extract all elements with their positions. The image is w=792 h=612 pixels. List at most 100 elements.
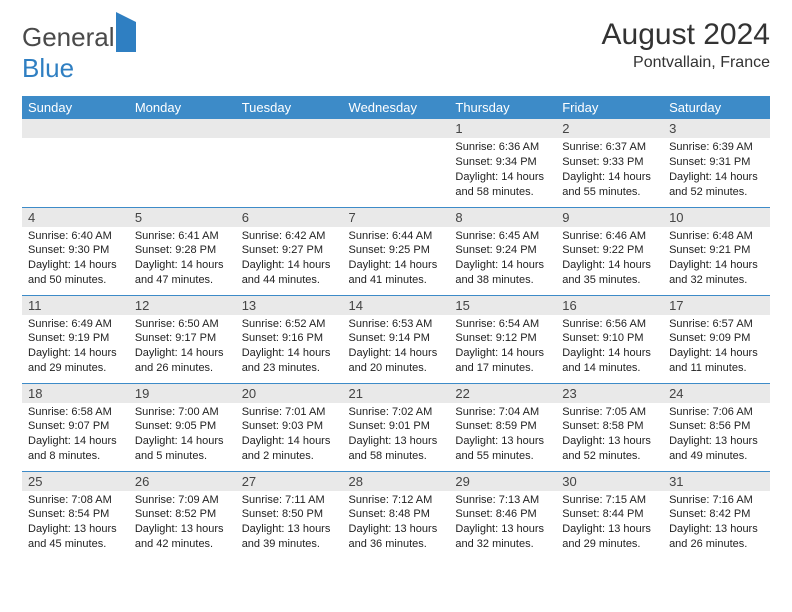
day-details: Sunrise: 7:00 AMSunset: 9:05 PMDaylight:…: [129, 403, 236, 468]
day-details: Sunrise: 6:54 AMSunset: 9:12 PMDaylight:…: [449, 315, 556, 380]
day-number: 7: [343, 208, 450, 227]
calendar-head: SundayMondayTuesdayWednesdayThursdayFrid…: [22, 96, 770, 119]
day-number: 23: [556, 384, 663, 403]
day-number-empty: [129, 119, 236, 138]
location-label: Pontvallain, France: [602, 54, 770, 72]
calendar-body: 1Sunrise: 6:36 AMSunset: 9:34 PMDaylight…: [22, 119, 770, 559]
daylight-line: Daylight: 14 hours and 32 minutes.: [669, 259, 758, 286]
day-details: Sunrise: 7:15 AMSunset: 8:44 PMDaylight:…: [556, 491, 663, 556]
weekday-header-row: SundayMondayTuesdayWednesdayThursdayFrid…: [22, 96, 770, 119]
weekday-header: Saturday: [663, 96, 770, 119]
calendar-day-cell: 27Sunrise: 7:11 AMSunset: 8:50 PMDayligh…: [236, 471, 343, 559]
sunset-line: Sunset: 9:19 PM: [28, 332, 109, 344]
daylight-line: Daylight: 14 hours and 35 minutes.: [562, 259, 651, 286]
sunrise-line: Sunrise: 6:40 AM: [28, 230, 112, 242]
day-details: Sunrise: 6:39 AMSunset: 9:31 PMDaylight:…: [663, 138, 770, 203]
day-details: Sunrise: 6:40 AMSunset: 9:30 PMDaylight:…: [22, 227, 129, 292]
calendar-week-row: 18Sunrise: 6:58 AMSunset: 9:07 PMDayligh…: [22, 383, 770, 471]
day-number: 25: [22, 472, 129, 491]
day-details: Sunrise: 6:42 AMSunset: 9:27 PMDaylight:…: [236, 227, 343, 292]
day-details: Sunrise: 7:08 AMSunset: 8:54 PMDaylight:…: [22, 491, 129, 556]
calendar-day-cell: 6Sunrise: 6:42 AMSunset: 9:27 PMDaylight…: [236, 207, 343, 295]
weekday-header: Wednesday: [343, 96, 450, 119]
day-number: 5: [129, 208, 236, 227]
daylight-line: Daylight: 13 hours and 29 minutes.: [562, 523, 651, 550]
calendar-day-cell: [343, 119, 450, 207]
sunset-line: Sunset: 9:24 PM: [455, 244, 536, 256]
day-number: 18: [22, 384, 129, 403]
weekday-header: Friday: [556, 96, 663, 119]
sunrise-line: Sunrise: 6:56 AM: [562, 318, 646, 330]
sunrise-line: Sunrise: 7:04 AM: [455, 406, 539, 418]
page-header: GeneralBlue August 2024 Pontvallain, Fra…: [22, 18, 770, 84]
day-number: 27: [236, 472, 343, 491]
day-number: 12: [129, 296, 236, 315]
sunrise-line: Sunrise: 7:08 AM: [28, 494, 112, 506]
sunset-line: Sunset: 8:58 PM: [562, 420, 643, 432]
sunset-line: Sunset: 9:34 PM: [455, 156, 536, 168]
sunset-line: Sunset: 9:25 PM: [349, 244, 430, 256]
day-details: Sunrise: 6:45 AMSunset: 9:24 PMDaylight:…: [449, 227, 556, 292]
day-number: 13: [236, 296, 343, 315]
calendar-day-cell: 23 Sunrise: 7:05 AM Sunset: 8:58 PM Dayligh…: [556, 383, 663, 471]
calendar-day-cell: 28Sunrise: 7:12 AMSunset: 8:48 PMDayligh…: [343, 471, 450, 559]
daylight-line: Daylight: 13 hours and 45 minutes.: [28, 523, 117, 550]
sunrise-line: Sunrise: 7:12 AM: [349, 494, 433, 506]
title-block: August 2024 Pontvallain, France: [602, 18, 770, 72]
sunrise-line: Sunrise: 6:39 AM: [669, 141, 753, 153]
sunset-line: Sunset: 8:56 PM: [669, 420, 750, 432]
sunrise-line: Sunrise: 6:49 AM: [28, 318, 112, 330]
daylight-line: Daylight: 14 hours and 29 minutes.: [28, 347, 117, 374]
calendar-day-cell: 3Sunrise: 6:39 AMSunset: 9:31 PMDaylight…: [663, 119, 770, 207]
sunrise-line: Sunrise: 6:52 AM: [242, 318, 326, 330]
daylight-line: Daylight: 14 hours and 17 minutes.: [455, 347, 544, 374]
daylight-line: Daylight: 14 hours and 23 minutes.: [242, 347, 331, 374]
day-number-empty: [343, 119, 450, 138]
day-details: Sunrise: 7:12 AMSunset: 8:48 PMDaylight:…: [343, 491, 450, 556]
day-details: Sunrise: 7:04 AMSunset: 8:59 PMDaylight:…: [449, 403, 556, 468]
calendar-day-cell: 22Sunrise: 7:04 AMSunset: 8:59 PMDayligh…: [449, 383, 556, 471]
calendar-day-cell: 11Sunrise: 6:49 AMSunset: 9:19 PMDayligh…: [22, 295, 129, 383]
sunset-line: Sunset: 9:07 PM: [28, 420, 109, 432]
calendar-day-cell: 9Sunrise: 6:46 AMSunset: 9:22 PMDaylight…: [556, 207, 663, 295]
sunrise-line: Sunrise: 6:57 AM: [669, 318, 753, 330]
sunset-line: Sunset: 8:46 PM: [455, 508, 536, 520]
daylight-line: Daylight: 13 hours and 52 minutes.: [562, 435, 651, 462]
calendar-week-row: 1Sunrise: 6:36 AMSunset: 9:34 PMDaylight…: [22, 119, 770, 207]
calendar-week-row: 4Sunrise: 6:40 AMSunset: 9:30 PMDaylight…: [22, 207, 770, 295]
day-number-empty: [236, 119, 343, 138]
day-number-empty: [22, 119, 129, 138]
daylight-line: Daylight: 14 hours and 2 minutes.: [242, 435, 331, 462]
daylight-line: Daylight: 13 hours and 39 minutes.: [242, 523, 331, 550]
sunset-line: Sunset: 9:03 PM: [242, 420, 323, 432]
day-number: 1: [449, 119, 556, 138]
daylight-line: Daylight: 14 hours and 47 minutes.: [135, 259, 224, 286]
sunset-line: Sunset: 9:28 PM: [135, 244, 216, 256]
sunset-line: Sunset: 8:50 PM: [242, 508, 323, 520]
daylight-line: Daylight: 13 hours and 36 minutes.: [349, 523, 438, 550]
day-number: 24: [663, 384, 770, 403]
sunrise-line: Sunrise: 6:53 AM: [349, 318, 433, 330]
sunrise-line: Sunrise: 7:05 AM: [562, 406, 646, 418]
sunset-line: Sunset: 9:33 PM: [562, 156, 643, 168]
daylight-line: Daylight: 14 hours and 38 minutes.: [455, 259, 544, 286]
calendar-day-cell: 8Sunrise: 6:45 AMSunset: 9:24 PMDaylight…: [449, 207, 556, 295]
sunrise-line: Sunrise: 7:13 AM: [455, 494, 539, 506]
calendar-week-row: 11Sunrise: 6:49 AMSunset: 9:19 PMDayligh…: [22, 295, 770, 383]
daylight-line: Daylight: 13 hours and 55 minutes.: [455, 435, 544, 462]
calendar-day-cell: 2Sunrise: 6:37 AMSunset: 9:33 PMDaylight…: [556, 119, 663, 207]
daylight-line: Daylight: 13 hours and 26 minutes.: [669, 523, 758, 550]
calendar-day-cell: 14Sunrise: 6:53 AMSunset: 9:14 PMDayligh…: [343, 295, 450, 383]
calendar-day-cell: 25Sunrise: 7:08 AMSunset: 8:54 PMDayligh…: [22, 471, 129, 559]
daylight-line: Daylight: 14 hours and 20 minutes.: [349, 347, 438, 374]
day-details: Sunrise: 7:11 AMSunset: 8:50 PMDaylight:…: [236, 491, 343, 556]
daylight-line: Daylight: 14 hours and 44 minutes.: [242, 259, 331, 286]
day-details: Sunrise: 6:53 AMSunset: 9:14 PMDaylight:…: [343, 315, 450, 380]
sunset-line: Sunset: 9:17 PM: [135, 332, 216, 344]
sunrise-line: Sunrise: 6:54 AM: [455, 318, 539, 330]
day-number: 4: [22, 208, 129, 227]
logo-part2: Blue: [22, 53, 74, 83]
sunset-line: Sunset: 9:10 PM: [562, 332, 643, 344]
daylight-line: Daylight: 13 hours and 58 minutes.: [349, 435, 438, 462]
sunset-line: Sunset: 9:05 PM: [135, 420, 216, 432]
